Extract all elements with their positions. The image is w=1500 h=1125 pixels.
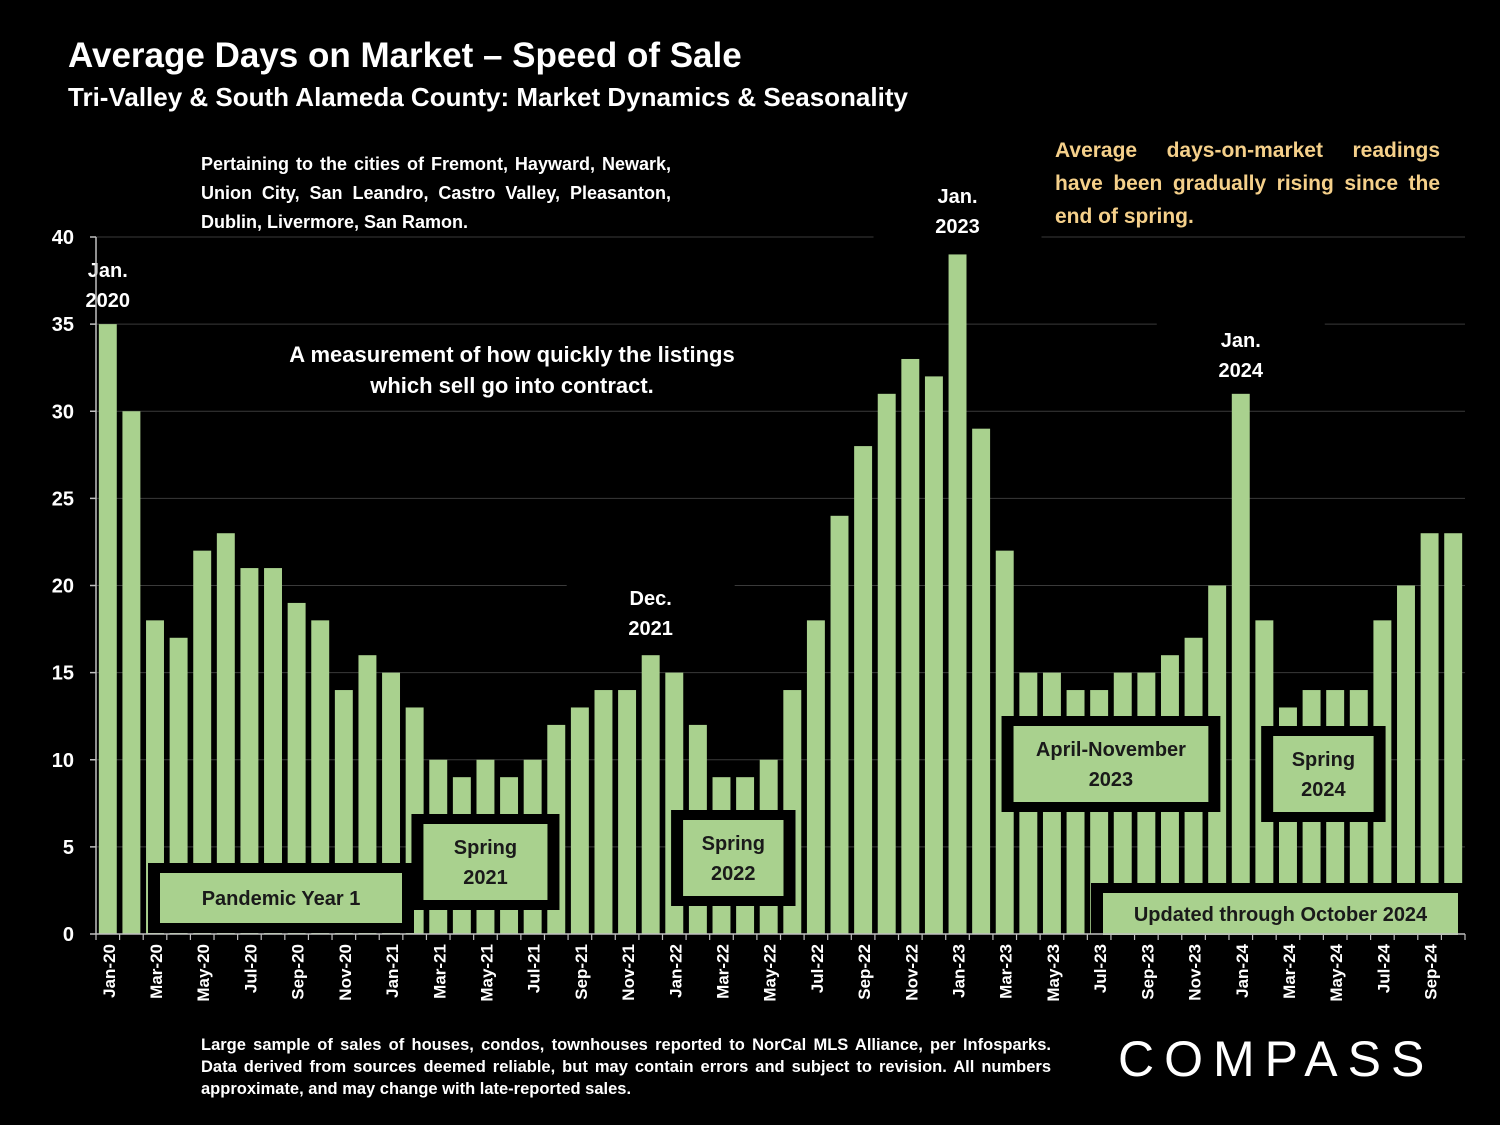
x-tick-label: Sep-22 (855, 944, 874, 1000)
x-tick-label: Jul-23 (1091, 944, 1110, 993)
period-label: Pandemic Year 1 (202, 888, 361, 910)
y-tick-label: 25 (52, 488, 74, 510)
bar-Jul-20 (240, 568, 259, 934)
bar-Jan-23 (948, 254, 967, 935)
x-tick-label: May-22 (761, 944, 780, 1002)
y-tick-label: 5 (63, 837, 74, 859)
bar-Nov-22 (901, 358, 920, 935)
peak-label: Jan. 2023 (935, 186, 980, 238)
callouts: Jan. 2020 Dec. 2021 Jan. 2023 Jan. 2024 A measur… (86, 176, 1470, 945)
bar-Sep-21 (570, 707, 589, 934)
x-tick-label: Jan-23 (950, 944, 969, 998)
x-tick-label: Nov-23 (1186, 944, 1205, 1001)
x-tick-label: May-24 (1327, 943, 1346, 1001)
bar-Sep-20 (287, 602, 306, 934)
y-tick-label: 35 (52, 314, 74, 336)
y-tick-label: 10 (52, 750, 74, 772)
peak-label: Dec. 2021 (628, 588, 673, 640)
x-tick-label: Jul-20 (241, 944, 260, 993)
period-label: Spring 2022 (702, 833, 765, 885)
y-tick-label: 30 (52, 401, 74, 423)
x-tick-label: Sep-24 (1422, 943, 1441, 999)
period-box (423, 824, 548, 900)
x-tick-label: Nov-20 (336, 944, 355, 1001)
x-tick-label: Jan-22 (666, 944, 685, 998)
bar-Jul-22 (806, 620, 825, 934)
bar-Jan-20 (98, 324, 117, 934)
period-label: Updated through October 2024 (1134, 904, 1428, 926)
trend-note: Average days-on-market readings have bee… (1055, 139, 1440, 228)
bar-Feb-23 (972, 428, 991, 934)
x-tick-label: Mar-21 (430, 944, 449, 999)
chart-title: Average Days on Market – Speed of Sale (68, 36, 742, 75)
period-label: April-November 2023 (1036, 739, 1186, 791)
chart-subtitle: Tri-Valley & South Alameda County: Marke… (68, 82, 908, 112)
callout-backdrop (873, 176, 1042, 246)
period-label: Spring 2021 (454, 837, 517, 889)
compass-logo: COMPASS (1118, 1031, 1435, 1087)
y-tick-label: 15 (52, 663, 74, 685)
x-tick-label: Nov-22 (902, 944, 921, 1001)
bar-Apr-20 (169, 637, 188, 934)
bar-Jan-24 (1231, 393, 1250, 934)
period-box (1273, 736, 1374, 812)
bar-Nov-21 (618, 690, 637, 934)
x-tick-label: Mar-24 (1280, 943, 1299, 998)
x-tick-label: Mar-23 (997, 944, 1016, 999)
bar-Mar-20 (146, 620, 164, 934)
callout-backdrop (566, 578, 735, 648)
x-tick-label: May-21 (477, 944, 496, 1002)
bar-Sep-24 (1420, 533, 1439, 934)
x-tick-label: Jan-21 (383, 944, 402, 998)
bar-Jun-20 (216, 533, 235, 934)
bar-Aug-22 (830, 515, 849, 934)
y-tick-label: 20 (52, 576, 74, 598)
x-tick-label: Mar-20 (147, 944, 166, 999)
bar-Oct-21 (594, 690, 613, 934)
period-box (683, 820, 784, 896)
callout-backdrop (1156, 320, 1325, 390)
period-label: Spring 2024 (1292, 749, 1355, 801)
bar-Feb-20 (122, 411, 141, 934)
bar-Aug-20 (264, 568, 282, 934)
period-box (1103, 893, 1458, 935)
y-tick-label: 40 (52, 227, 74, 249)
measurement-note: A measurement of how quickly the listing… (289, 342, 734, 398)
source-footnote: Large sample of sales of houses, condos,… (201, 1036, 1051, 1098)
x-tick-label: May-20 (194, 944, 213, 1002)
x-tick-label: Jul-24 (1374, 943, 1393, 993)
cities-note: Pertaining to the cities of Fremont, Hay… (201, 154, 671, 232)
x-tick-label: Sep-21 (572, 944, 591, 1000)
x-tick-label: Jul-22 (808, 944, 827, 993)
x-tick-label: Mar-22 (713, 944, 732, 999)
x-tick-label: Jan-20 (100, 944, 119, 998)
period-box (1013, 726, 1209, 802)
peak-label: Jan. 2024 (1219, 330, 1264, 382)
peak-label: Jan. 2020 (86, 260, 131, 312)
axes: 0 5 10 15 20 25 30 35 40 Jan-20 Mar-20 May-20 Jul-20… (52, 227, 1466, 1002)
y-tick-label: 0 (63, 924, 74, 946)
bar-Aug-24 (1397, 585, 1415, 934)
x-tick-label: Jan-24 (1233, 943, 1252, 997)
bar-Oct-24 (1444, 533, 1463, 934)
x-tick-label: Nov-21 (619, 944, 638, 1001)
x-tick-label: May-23 (1044, 944, 1063, 1002)
bar-Dec-22 (924, 376, 943, 934)
x-tick-label: Sep-20 (289, 944, 308, 1000)
bar-May-20 (193, 550, 212, 934)
x-tick-label: Jul-21 (525, 944, 544, 993)
period-box (160, 873, 402, 923)
bar-Dec-21 (641, 655, 660, 934)
bar-Oct-22 (877, 393, 896, 934)
x-tick-label: Sep-23 (1138, 944, 1157, 1000)
bar-Oct-20 (311, 620, 330, 934)
bar-Sep-22 (854, 446, 873, 934)
